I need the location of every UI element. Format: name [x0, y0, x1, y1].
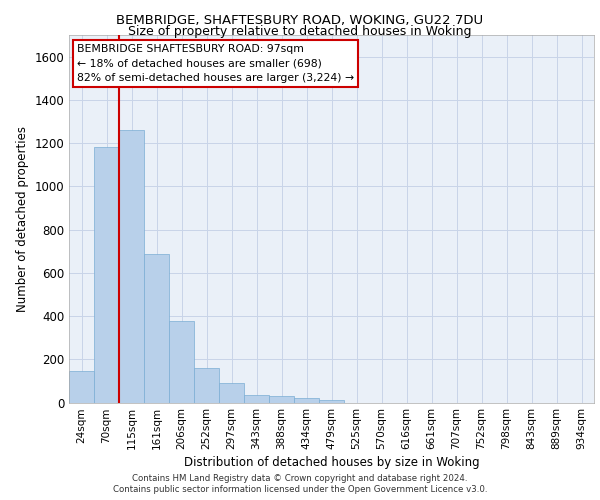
Bar	[269, 396, 294, 402]
Bar	[144, 254, 169, 402]
Bar	[69, 371, 94, 402]
Bar	[219, 383, 244, 402]
Text: BEMBRIDGE, SHAFTESBURY ROAD, WOKING, GU22 7DU: BEMBRIDGE, SHAFTESBURY ROAD, WOKING, GU2…	[116, 14, 484, 27]
Bar	[194, 368, 219, 402]
Bar	[119, 130, 144, 402]
Bar	[94, 148, 119, 402]
Bar	[294, 398, 319, 402]
Bar	[169, 322, 194, 402]
Text: Contains HM Land Registry data © Crown copyright and database right 2024.
Contai: Contains HM Land Registry data © Crown c…	[113, 474, 487, 494]
Text: BEMBRIDGE SHAFTESBURY ROAD: 97sqm
← 18% of detached houses are smaller (698)
82%: BEMBRIDGE SHAFTESBURY ROAD: 97sqm ← 18% …	[77, 44, 354, 83]
Y-axis label: Number of detached properties: Number of detached properties	[16, 126, 29, 312]
Bar	[244, 395, 269, 402]
X-axis label: Distribution of detached houses by size in Woking: Distribution of detached houses by size …	[184, 456, 479, 469]
Text: Size of property relative to detached houses in Woking: Size of property relative to detached ho…	[128, 25, 472, 38]
Bar	[319, 400, 344, 402]
